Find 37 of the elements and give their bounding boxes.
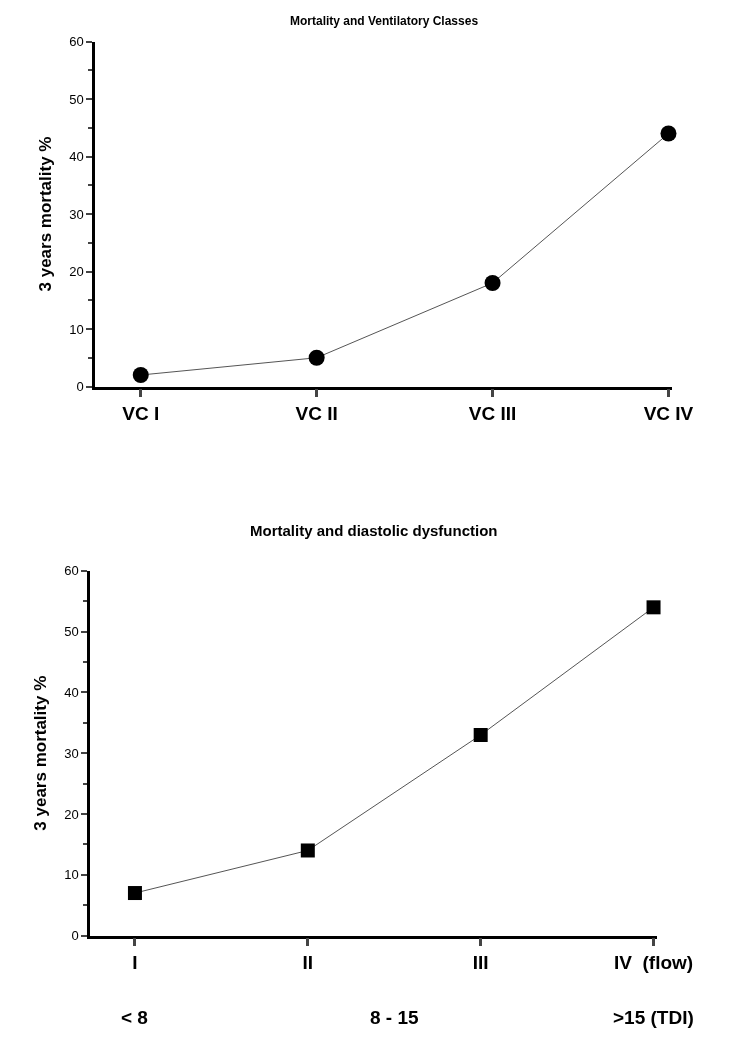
point: [132, 367, 149, 383]
y-tick-label: 50: [64, 624, 79, 640]
x-tick-label: III: [472, 952, 489, 974]
y-tick-label: 40: [64, 684, 79, 700]
y-tick-label: 0: [71, 928, 79, 944]
y-tick-label: 20: [69, 264, 84, 280]
x-tick-label: VC IV: [643, 403, 694, 425]
y-axis-title: 3 years mortality %: [35, 136, 55, 292]
y-tick-label: 40: [69, 149, 84, 165]
point: [660, 125, 677, 142]
x-tick-label: II: [302, 952, 314, 974]
text: >15 (TDI): [613, 1007, 694, 1028]
text: 8 - 15: [370, 1007, 420, 1028]
point: [127, 886, 142, 901]
y-tick-label: 10: [69, 321, 84, 337]
x-tick-label: IV (flow): [613, 952, 694, 974]
x-tick-label: I: [132, 952, 138, 974]
chart-title: Mortality and diastolic dysfunction: [250, 522, 498, 539]
point: [484, 275, 501, 291]
x-tick-label: VC II: [295, 403, 338, 425]
y-tick-label: 50: [69, 91, 84, 107]
point: [300, 843, 315, 858]
y-tick-label: 60: [64, 563, 79, 579]
y-tick-label: 10: [64, 867, 79, 883]
y-tick-label: 30: [64, 745, 79, 761]
x-tick-label: VC I: [122, 403, 160, 425]
point: [308, 349, 325, 366]
point: [473, 727, 488, 742]
y-axis-title: 3 years mortality %: [30, 675, 50, 831]
y-tick-label: 60: [69, 34, 84, 50]
y-tick-label: 0: [76, 379, 84, 395]
y-tick-label: 20: [64, 806, 79, 822]
x-tick-label: VC III: [468, 403, 517, 425]
text: < 8: [121, 1007, 148, 1028]
chart-title: Mortality and Ventilatory Classes: [290, 14, 479, 28]
y-tick-label: 30: [69, 206, 84, 222]
point: [646, 600, 661, 615]
